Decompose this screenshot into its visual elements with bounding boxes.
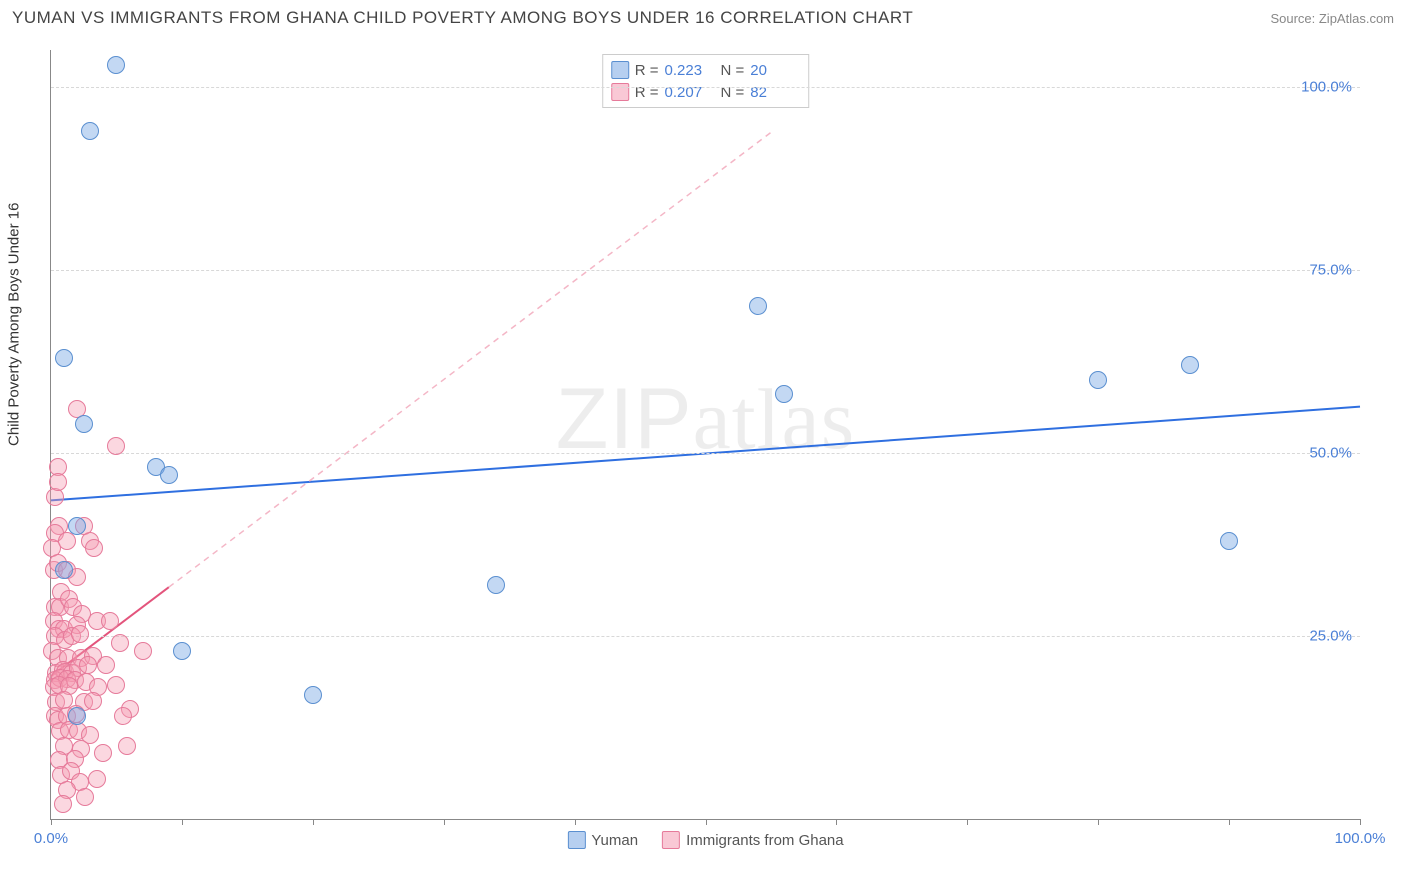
scatter-point-yuman [1089, 371, 1107, 389]
scatter-point-ghana [134, 642, 152, 660]
chart-title: YUMAN VS IMMIGRANTS FROM GHANA CHILD POV… [12, 8, 913, 28]
x-tick [1229, 819, 1230, 825]
n-label: N = [721, 62, 745, 79]
scatter-point-yuman [55, 561, 73, 579]
y-tick-label: 100.0% [1301, 78, 1352, 95]
chart-plot-area: ZIPatlas R = 0.223 N = 20 R = 0.207 N = … [50, 50, 1360, 820]
grid-line [51, 87, 1360, 88]
series-legend: Yuman Immigrants from Ghana [567, 831, 843, 849]
x-tick-label: 100.0% [1335, 830, 1386, 847]
scatter-point-yuman [173, 642, 191, 660]
scatter-point-ghana [107, 676, 125, 694]
legend-item-ghana: Immigrants from Ghana [662, 831, 844, 849]
swatch-blue-icon [611, 61, 629, 79]
scatter-point-ghana [111, 634, 129, 652]
x-tick [313, 819, 314, 825]
scatter-point-yuman [487, 576, 505, 594]
x-tick [1360, 819, 1361, 825]
scatter-point-yuman [75, 415, 93, 433]
stats-legend: R = 0.223 N = 20 R = 0.207 N = 82 [602, 54, 810, 108]
legend-item-yuman: Yuman [567, 831, 638, 849]
x-tick [51, 819, 52, 825]
scatter-point-yuman [775, 385, 793, 403]
scatter-point-ghana [71, 625, 89, 643]
scatter-point-yuman [68, 707, 86, 725]
x-tick [836, 819, 837, 825]
scatter-point-ghana [54, 795, 72, 813]
scatter-point-ghana [85, 539, 103, 557]
stats-row-yuman: R = 0.223 N = 20 [611, 59, 801, 81]
stats-row-ghana: R = 0.207 N = 82 [611, 81, 801, 103]
r-label: R = [635, 62, 659, 79]
regression-line [169, 132, 771, 587]
scatter-point-yuman [160, 466, 178, 484]
grid-line [51, 636, 1360, 637]
grid-line [51, 270, 1360, 271]
y-tick-label: 75.0% [1309, 261, 1352, 278]
source-label: Source: ZipAtlas.com [1270, 11, 1394, 26]
scatter-point-ghana [88, 770, 106, 788]
yuman-r-value: 0.223 [665, 62, 715, 79]
y-tick-label: 25.0% [1309, 627, 1352, 644]
scatter-point-ghana [101, 612, 119, 630]
scatter-point-ghana [49, 473, 67, 491]
scatter-point-ghana [76, 788, 94, 806]
scatter-point-yuman [81, 122, 99, 140]
scatter-point-ghana [114, 707, 132, 725]
x-tick [1098, 819, 1099, 825]
x-tick [706, 819, 707, 825]
scatter-point-yuman [304, 686, 322, 704]
x-tick [575, 819, 576, 825]
legend-label-ghana: Immigrants from Ghana [686, 832, 844, 849]
legend-label-yuman: Yuman [591, 832, 638, 849]
scatter-point-yuman [1181, 356, 1199, 374]
scatter-point-yuman [68, 517, 86, 535]
scatter-point-yuman [749, 297, 767, 315]
scatter-point-ghana [97, 656, 115, 674]
scatter-point-yuman [1220, 532, 1238, 550]
grid-line [51, 453, 1360, 454]
x-tick [444, 819, 445, 825]
yuman-n-value: 20 [750, 62, 800, 79]
scatter-point-yuman [55, 349, 73, 367]
swatch-blue-icon [567, 831, 585, 849]
y-tick-label: 50.0% [1309, 444, 1352, 461]
x-tick [182, 819, 183, 825]
y-axis-label: Child Poverty Among Boys Under 16 [6, 203, 23, 446]
regression-lines-layer [51, 50, 1360, 819]
swatch-pink-icon [662, 831, 680, 849]
scatter-point-ghana [84, 692, 102, 710]
x-tick-label: 0.0% [34, 830, 68, 847]
scatter-point-ghana [94, 744, 112, 762]
x-tick [967, 819, 968, 825]
scatter-point-ghana [79, 656, 97, 674]
scatter-point-yuman [107, 56, 125, 74]
scatter-point-ghana [107, 437, 125, 455]
scatter-point-ghana [118, 737, 136, 755]
